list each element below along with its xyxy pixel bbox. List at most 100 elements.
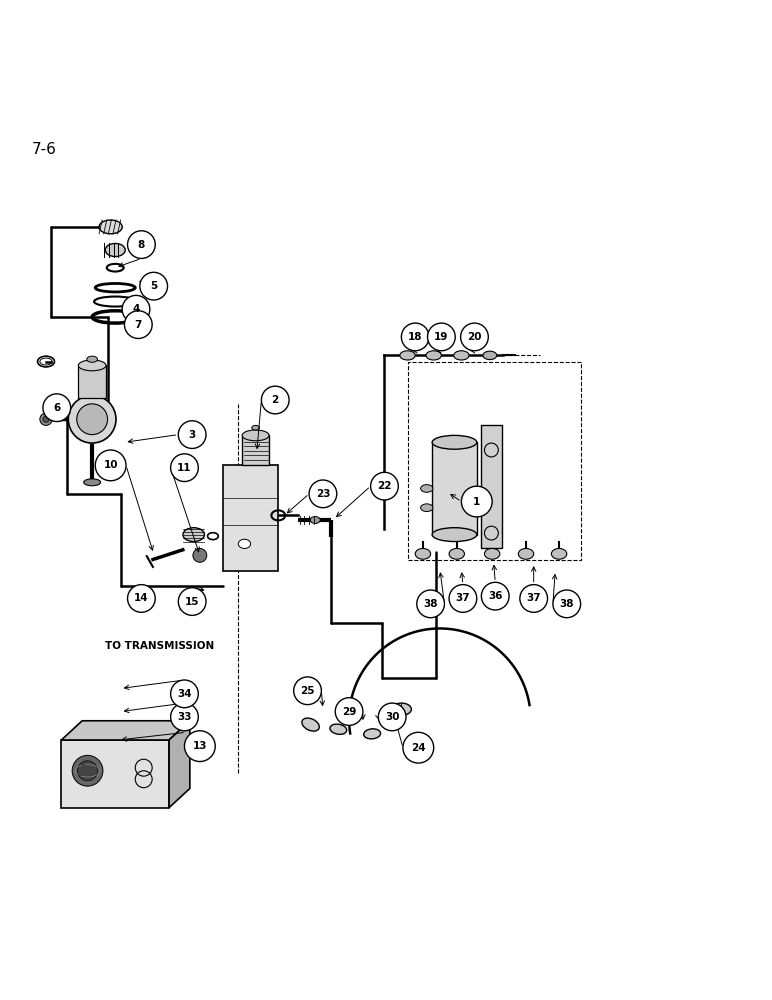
Ellipse shape [302, 718, 320, 731]
Ellipse shape [239, 539, 251, 548]
Ellipse shape [426, 351, 442, 360]
Text: 11: 11 [178, 463, 191, 473]
Text: 8: 8 [137, 240, 145, 250]
Text: 29: 29 [342, 707, 356, 717]
Text: 7: 7 [134, 320, 142, 330]
Text: 23: 23 [316, 489, 330, 499]
Bar [223, 465, 279, 571]
Text: 13: 13 [192, 741, 207, 751]
Ellipse shape [99, 220, 122, 234]
Ellipse shape [421, 485, 433, 492]
Circle shape [122, 295, 150, 323]
Circle shape [335, 698, 363, 725]
Bar [242, 435, 269, 465]
Ellipse shape [105, 243, 125, 257]
Text: 24: 24 [411, 743, 425, 753]
Circle shape [40, 413, 52, 425]
Polygon shape [62, 740, 169, 808]
Text: 18: 18 [408, 332, 422, 342]
Circle shape [43, 416, 49, 422]
Text: 1: 1 [473, 497, 480, 507]
Text: 3: 3 [188, 430, 196, 440]
Ellipse shape [485, 548, 499, 559]
Circle shape [77, 761, 97, 781]
Text: 20: 20 [467, 332, 482, 342]
Circle shape [428, 323, 455, 351]
Circle shape [293, 677, 321, 705]
Ellipse shape [454, 351, 469, 360]
Bar [78, 365, 106, 398]
Ellipse shape [242, 430, 269, 441]
Ellipse shape [252, 425, 259, 430]
Text: 22: 22 [378, 481, 391, 491]
Ellipse shape [400, 351, 415, 360]
Circle shape [95, 450, 126, 481]
Ellipse shape [483, 351, 496, 360]
Ellipse shape [518, 548, 533, 559]
Circle shape [309, 480, 337, 508]
Circle shape [553, 590, 581, 618]
Text: 4: 4 [132, 304, 140, 314]
Circle shape [124, 311, 152, 338]
Circle shape [127, 585, 155, 612]
Text: TO TRANSMISSION: TO TRANSMISSION [105, 641, 215, 651]
Text: 36: 36 [488, 591, 503, 601]
Ellipse shape [330, 724, 347, 734]
Text: 34: 34 [177, 689, 191, 699]
Circle shape [403, 732, 434, 763]
Text: 37: 37 [455, 593, 470, 603]
Text: 5: 5 [150, 281, 157, 291]
Ellipse shape [432, 528, 477, 542]
Circle shape [140, 272, 168, 300]
Text: 6: 6 [53, 403, 60, 413]
Circle shape [178, 421, 206, 448]
Polygon shape [169, 721, 190, 808]
Text: 25: 25 [300, 686, 315, 696]
Ellipse shape [432, 435, 477, 449]
Text: 38: 38 [560, 599, 574, 609]
Text: 19: 19 [434, 332, 449, 342]
Text: 7-6: 7-6 [32, 142, 57, 157]
Ellipse shape [183, 528, 205, 542]
Circle shape [72, 755, 103, 786]
Circle shape [178, 588, 206, 615]
Circle shape [449, 585, 477, 612]
Polygon shape [62, 721, 190, 740]
Circle shape [462, 486, 493, 517]
Ellipse shape [68, 395, 116, 443]
Text: 37: 37 [527, 593, 541, 603]
Text: 14: 14 [134, 593, 149, 603]
Text: 33: 33 [178, 712, 191, 722]
Circle shape [127, 231, 155, 258]
Circle shape [262, 386, 289, 414]
Circle shape [401, 323, 429, 351]
Circle shape [371, 472, 398, 500]
Circle shape [520, 585, 547, 612]
Ellipse shape [76, 404, 107, 435]
Bar [432, 442, 477, 535]
Circle shape [171, 680, 198, 708]
Bar [408, 362, 581, 560]
Circle shape [378, 703, 406, 731]
Circle shape [185, 731, 215, 762]
Circle shape [171, 454, 198, 482]
Text: 38: 38 [423, 599, 438, 609]
Ellipse shape [83, 479, 100, 486]
Text: 2: 2 [272, 395, 279, 405]
Circle shape [417, 590, 445, 618]
Text: 30: 30 [385, 712, 399, 722]
Ellipse shape [86, 356, 97, 362]
Text: 15: 15 [185, 597, 199, 607]
Ellipse shape [415, 548, 431, 559]
Bar [481, 425, 502, 548]
Circle shape [193, 548, 207, 562]
Text: 10: 10 [103, 460, 118, 470]
Circle shape [171, 703, 198, 731]
Ellipse shape [551, 548, 567, 559]
Circle shape [482, 582, 509, 610]
Ellipse shape [421, 504, 433, 512]
Ellipse shape [364, 729, 381, 739]
Circle shape [43, 394, 70, 422]
Ellipse shape [78, 360, 106, 371]
Ellipse shape [449, 548, 465, 559]
